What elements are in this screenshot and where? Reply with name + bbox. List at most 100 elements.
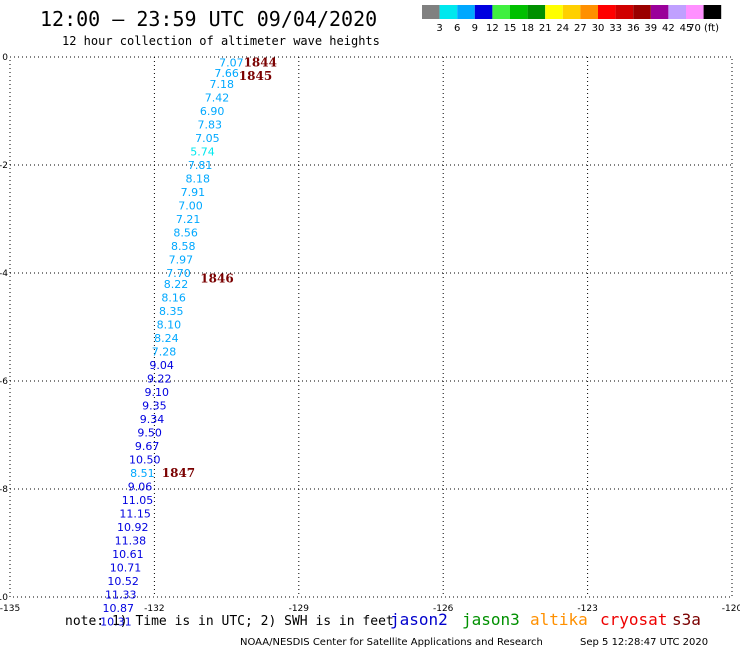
legend-swatch <box>527 5 546 19</box>
swh-point-label: 8.56 <box>173 227 198 240</box>
swh-point-label: 9.22 <box>147 372 172 385</box>
swh-points: 7.077.667.187.426.907.837.055.747.818.18… <box>100 56 244 628</box>
x-axis-ticks: -135 -132 -129 -126 -123 -120 <box>0 604 740 614</box>
swh-point-label: 9.35 <box>142 399 167 412</box>
swh-point-label: 7.91 <box>181 186 206 199</box>
legend-swatch <box>703 5 722 19</box>
satellite-name: cryosat <box>600 610 667 629</box>
legend-label: 24 <box>556 23 569 34</box>
legend-label: 21 <box>539 23 552 34</box>
legend-label: 36 <box>627 23 640 34</box>
swh-point-label: 9.06 <box>128 480 153 493</box>
legend-swatch <box>615 5 634 19</box>
plot-frame <box>9 56 733 598</box>
swh-point-label: 7.07 <box>219 56 244 69</box>
swh-point-label: 10.50 <box>129 453 161 466</box>
satellite-name: jason3 <box>462 610 520 629</box>
legend-label: 3 <box>436 23 442 34</box>
swh-point-label: 7.28 <box>152 345 177 358</box>
swh-point-label: 7.70 <box>166 267 191 280</box>
legend-swatch <box>598 5 616 19</box>
legend-swatch <box>457 5 475 19</box>
swh-point-label: 9.34 <box>140 413 165 426</box>
swh-point-label: 9.67 <box>135 440 160 453</box>
swh-point-label: 10.87 <box>103 602 135 615</box>
time-label: 1846 <box>200 271 233 285</box>
legend-swatch <box>650 5 669 19</box>
legend-label: 9 <box>472 23 478 34</box>
y-axis-ticks: 0 -2 -4 -6 -8 -10 <box>0 53 8 603</box>
legend-label: 15 <box>504 23 517 34</box>
swh-point-label: 10.92 <box>117 521 149 534</box>
y-tick-label: -10 <box>0 593 8 603</box>
legend-label: 39 <box>644 23 657 34</box>
legend-swatch <box>633 5 651 19</box>
swh-point-label: 9.10 <box>145 386 170 399</box>
satellite-name: altika <box>530 610 588 629</box>
swh-point-label: 8.51 <box>130 467 155 480</box>
satellite-name: s3a <box>672 610 701 629</box>
swh-point-label: 7.00 <box>178 200 203 213</box>
swh-point-label: 10.31 <box>100 615 132 628</box>
swh-point-label: 7.18 <box>210 78 235 91</box>
swh-point-label: 11.05 <box>122 494 154 507</box>
legend-label: 45 <box>680 23 693 34</box>
legend-swatch <box>439 5 458 19</box>
time-label: 1847 <box>162 466 195 480</box>
swh-point-label: 7.05 <box>195 132 220 145</box>
y-tick-label: -4 <box>0 269 8 279</box>
swh-point-label: 8.24 <box>154 332 179 345</box>
y-tick-label: -8 <box>0 485 8 495</box>
legend-swatch <box>474 5 493 19</box>
swh-point-label: 7.83 <box>198 119 223 132</box>
y-tick-label: -6 <box>0 377 8 387</box>
swh-point-label: 8.58 <box>171 240 196 253</box>
swh-point-label: 11.33 <box>105 588 137 601</box>
satellite-legend: jason2 jason3 altika cryosat s3a <box>390 610 701 629</box>
satellite-name: jason2 <box>390 610 448 629</box>
x-tick-label: -120 <box>722 604 740 614</box>
swh-point-label: 11.38 <box>115 534 147 547</box>
swh-point-label: 10.61 <box>112 548 144 561</box>
legend-swatch <box>510 5 528 19</box>
swh-point-label: 6.90 <box>200 105 225 118</box>
legend-label: 18 <box>521 23 534 34</box>
legend-swatch <box>668 5 686 19</box>
legend-label: 42 <box>662 23 675 34</box>
time-label: 1844 <box>244 55 277 69</box>
swh-point-label: 7.66 <box>214 67 239 80</box>
legend-label: 30 <box>592 23 605 34</box>
x-tick-label: -135 <box>0 604 20 614</box>
legend-swatch <box>422 5 440 19</box>
swh-point-label: 7.21 <box>176 213 201 226</box>
legend-swatch <box>562 5 581 19</box>
y-tick-label: 0 <box>2 53 8 63</box>
time-label: 1845 <box>239 69 272 83</box>
legend-label: 12 <box>486 23 499 34</box>
grid-lines <box>10 57 732 597</box>
swh-point-label: 8.35 <box>159 305 184 318</box>
swh-point-label: 5.74 <box>190 146 215 159</box>
legend-swatch <box>580 5 598 19</box>
credit-text: NOAA/NESDIS Center for Satellite Applica… <box>240 637 543 648</box>
legend-label: 33 <box>609 23 622 34</box>
swh-point-label: 11.15 <box>119 507 151 520</box>
swh-point-label: 9.04 <box>149 359 174 372</box>
swh-point-label: 8.22 <box>164 278 189 291</box>
swh-point-label: 8.16 <box>161 291 186 304</box>
y-tick-label: -2 <box>0 161 8 171</box>
x-tick-label: -123 <box>577 604 597 614</box>
swh-point-label: 9.50 <box>137 426 162 439</box>
swh-point-label: 10.71 <box>110 561 142 574</box>
x-tick-label: -132 <box>144 604 164 614</box>
chart-title: 12:00 – 23:59 UTC 09/04/2020 <box>40 7 377 31</box>
timestamp-text: Sep 5 12:28:47 UTC 2020 <box>580 637 708 648</box>
swh-point-label: 7.81 <box>188 159 213 172</box>
legend-label: 27 <box>574 23 587 34</box>
swh-point-label: 7.97 <box>169 254 194 267</box>
chart-subtitle: 12 hour collection of altimeter wave hei… <box>62 34 380 48</box>
legend-label: 70 (ft) <box>688 23 719 34</box>
